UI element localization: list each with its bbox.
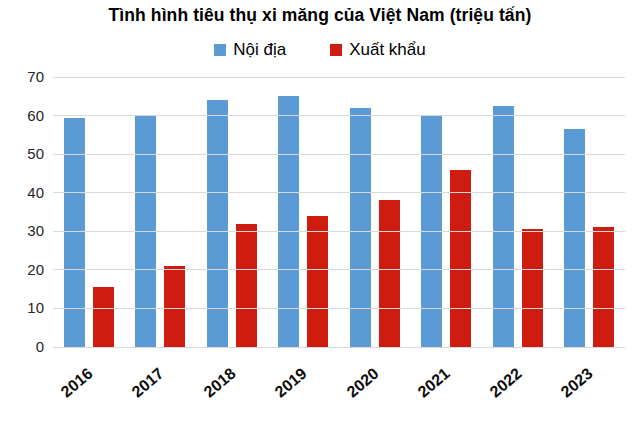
legend: Nội địa Xuất khẩu [0,40,640,60]
bar-group-2021 [411,77,483,347]
gridline-20 [53,269,625,270]
bar-group-2017 [125,77,197,347]
gridline-30 [53,231,625,232]
plot-area [53,77,625,347]
bar-group-2016 [53,77,125,347]
gridline-50 [53,154,625,155]
bar-nội-địa-2018 [207,100,228,347]
y-tick-label-20: 20 [0,261,44,279]
bar-xuất-khẩu-2019 [307,216,328,347]
y-tick-label-70: 70 [0,68,44,86]
chart-title: Tình hình tiêu thụ xi măng của Việt Nam … [0,5,640,26]
legend-label-xuat-khau: Xuất khẩu [349,40,426,60]
bar-xuất-khẩu-2022 [522,229,543,347]
y-tick-label-30: 30 [0,222,44,240]
gridline-40 [53,192,625,193]
x-tick-label-2020: 2020 [339,361,387,406]
legend-swatch-xuat-khau-icon [330,44,342,56]
x-tick-label-2019: 2019 [267,361,315,406]
bar-nội-địa-2023 [564,129,585,347]
gridline-70 [53,77,625,78]
x-tick-label-2016: 2016 [53,361,101,406]
gridline-60 [53,115,625,116]
legend-label-noi-dia: Nội địa [233,40,286,60]
bar-nội-địa-2019 [278,96,299,347]
y-tick-label-0: 0 [0,338,44,356]
y-tick-label-50: 50 [0,145,44,163]
bar-xuất-khẩu-2020 [379,200,400,347]
x-tick-label-2023: 2023 [553,361,601,406]
bar-groups [53,77,625,347]
y-tick-label-40: 40 [0,184,44,202]
bar-nội-địa-2020 [350,108,371,347]
chart-canvas: Tình hình tiêu thụ xi măng của Việt Nam … [0,0,640,428]
x-tick-label-2017: 2017 [124,361,172,406]
y-tick-label-60: 60 [0,107,44,125]
gridline-10 [53,308,625,309]
legend-item-noi-dia: Nội địa [214,40,286,60]
bar-xuất-khẩu-2016 [93,287,114,347]
bar-nội-địa-2022 [493,106,514,347]
bar-group-2022 [482,77,554,347]
bar-xuất-khẩu-2018 [236,224,257,347]
bar-group-2019 [268,77,340,347]
bar-group-2018 [196,77,268,347]
legend-item-xuat-khau: Xuất khẩu [330,40,426,60]
bar-xuất-khẩu-2023 [593,227,614,347]
bar-xuất-khẩu-2017 [164,266,185,347]
bar-xuất-khẩu-2021 [450,170,471,347]
gridline-0 [53,347,625,348]
bar-nội-địa-2016 [64,118,85,347]
bar-group-2023 [554,77,626,347]
y-tick-label-10: 10 [0,299,44,317]
legend-swatch-noi-dia-icon [214,44,226,56]
x-tick-label-2022: 2022 [482,361,530,406]
x-tick-label-2018: 2018 [196,361,244,406]
bar-group-2020 [339,77,411,347]
x-tick-label-2021: 2021 [410,361,458,406]
